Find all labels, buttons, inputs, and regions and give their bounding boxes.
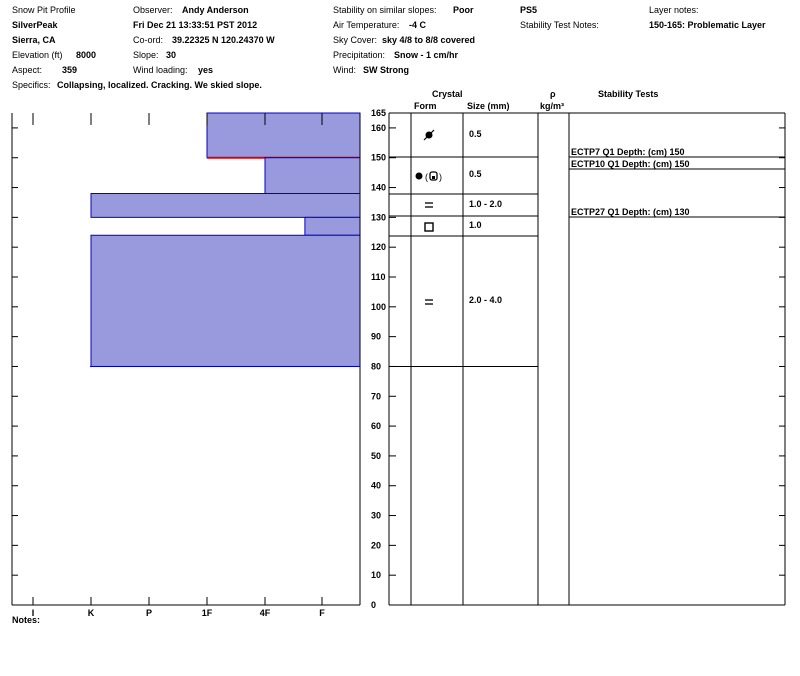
crystal-size-value: 0.5 — [469, 129, 482, 139]
aspect-label: Aspect: — [12, 65, 43, 75]
elevation-value: 8000 — [76, 50, 97, 60]
crystal-size-value: 2.0 - 4.0 — [469, 295, 502, 305]
layer-bar-2 — [90, 193, 361, 218]
round-dot — [415, 172, 423, 180]
elevation-label: Elevation (ft) — [12, 50, 63, 60]
form-header: Form — [414, 101, 437, 111]
depth-tick-label: 150 — [371, 153, 386, 163]
depth-tick-label: 90 — [371, 332, 381, 342]
pit-id: PS5 — [520, 5, 538, 15]
density-unit-header: kg/m³ — [540, 101, 565, 111]
layer-bar-4 — [90, 234, 361, 367]
region-name: Sierra, CA — [12, 35, 56, 45]
slope-value: 30 — [166, 50, 177, 60]
observer-value: Andy Anderson — [182, 5, 249, 15]
depth-tick-label: 120 — [371, 242, 386, 252]
depth-tick-label: 100 — [371, 302, 386, 312]
decomposing-fragment-icon — [423, 129, 435, 141]
observer-label: Observer: — [133, 5, 173, 15]
layer-bar-3 — [304, 216, 361, 236]
specifics-label: Specifics: — [12, 80, 51, 90]
depth-tick-label: 110 — [371, 272, 386, 282]
faceted-round — [429, 171, 438, 181]
hardness-tick-label: K — [88, 608, 95, 618]
paren-open: ( — [425, 172, 428, 182]
rho-header: ρ — [550, 89, 556, 99]
depth-tick-label: 140 — [371, 183, 386, 193]
stability-label: Stability on similar slopes: — [333, 5, 437, 15]
wind-loading-label: Wind loading: — [133, 65, 188, 75]
depth-tick-label: 165 — [371, 108, 386, 118]
depth-tick-label: 0 — [371, 600, 376, 610]
stability-test-label: ECTP10 Q1 Depth: (cm) 150 — [571, 159, 690, 169]
air-temp-value: -4 C — [409, 20, 427, 30]
stability-tests-header: Stability Tests — [598, 89, 659, 99]
layer-bar-1 — [264, 157, 361, 195]
fragment-slash — [423, 129, 435, 141]
square — [424, 222, 434, 232]
layer-notes-value: 150-165: Problematic Layer — [649, 20, 766, 30]
equals-rounded-icon — [425, 299, 433, 305]
wind-label: Wind: — [333, 65, 357, 75]
size-header: Size (mm) — [467, 101, 510, 111]
square-faceted-icon — [424, 222, 434, 232]
faceted-core — [432, 176, 435, 179]
coord-value: 39.22325 N 120.24370 W — [172, 35, 275, 45]
slope-label: Slope: — [133, 50, 159, 60]
crystal-size-value: 1.0 — [469, 220, 482, 230]
wind-loading-value: yes — [198, 65, 214, 75]
equals-rounded-icon — [425, 202, 433, 208]
coord-label: Co-ord: — [133, 35, 164, 45]
layer-notes-label: Layer notes: — [649, 5, 699, 15]
depth-tick-label: 160 — [371, 123, 386, 133]
depth-tick-label: 130 — [371, 212, 386, 222]
notes-label: Notes: — [12, 615, 41, 625]
stability-value: Poor — [453, 5, 474, 15]
paren-close: ) — [439, 172, 442, 182]
crystal-header: Crystal — [432, 89, 463, 99]
stability-notes-label: Stability Test Notes: — [520, 20, 599, 30]
stability-test-label: ECTP27 Q1 Depth: (cm) 130 — [571, 207, 690, 217]
depth-tick-label: 70 — [371, 391, 381, 401]
hardness-tick-label: F — [319, 608, 325, 618]
stability-test-label: ECTP7 Q1 Depth: (cm) 150 — [571, 147, 685, 157]
hardness-tick-label: P — [146, 608, 152, 618]
depth-tick-label: 40 — [371, 481, 381, 491]
depth-tick-label: 80 — [371, 361, 381, 371]
sky-value: sky 4/8 to 8/8 covered — [382, 35, 476, 45]
rounded-and-faceted-icon: () — [415, 171, 442, 182]
date-value: Fri Dec 21 13:33:51 PST 2012 — [133, 20, 258, 30]
page-title: Snow Pit Profile — [12, 5, 76, 15]
layer-bar-0 — [206, 112, 361, 159]
depth-tick-label: 20 — [371, 540, 381, 550]
hardness-tick-label: 1F — [202, 608, 213, 618]
sky-label: Sky Cover: — [333, 35, 378, 45]
depth-tick-label: 30 — [371, 511, 381, 521]
air-temp-label: Air Temperature: — [333, 20, 400, 30]
specifics-value: Collapsing, localized. Cracking. We skie… — [57, 80, 262, 90]
crystal-size-value: 1.0 - 2.0 — [469, 199, 502, 209]
hardness-tick-label: I — [32, 608, 35, 618]
aspect-value: 359 — [62, 65, 78, 75]
precip-label: Precipitation: — [333, 50, 386, 60]
crystal-size-value: 0.5 — [469, 169, 482, 179]
location-name: SilverPeak — [12, 20, 58, 30]
depth-tick-label: 50 — [371, 451, 381, 461]
precip-value: Snow - 1 cm/hr — [394, 50, 459, 60]
depth-tick-label: 10 — [371, 570, 381, 580]
depth-tick-label: 60 — [371, 421, 381, 431]
wind-value: SW Strong — [363, 65, 409, 75]
hardness-tick-label: 4F — [260, 608, 271, 618]
